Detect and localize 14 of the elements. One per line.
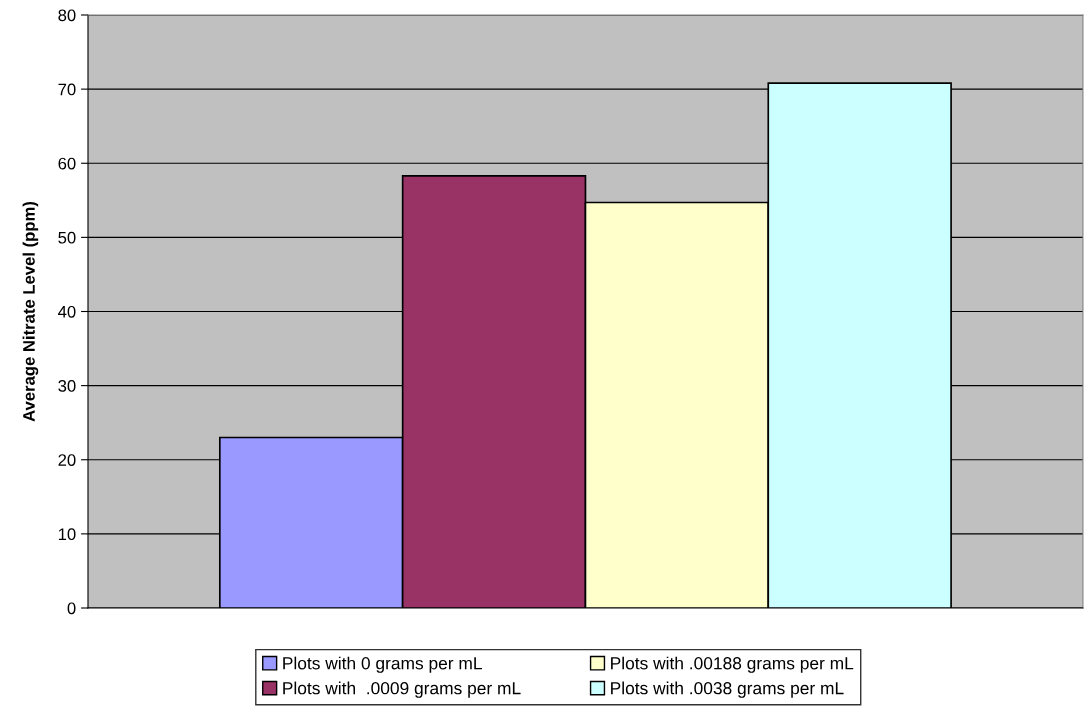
- y-tick-label: 30: [58, 380, 76, 392]
- y-axis-title: Average Nitrate Level (ppm): [22, 201, 39, 422]
- y-tick-label: 70: [58, 83, 76, 96]
- legend-label: Plots with .0038 grams per mL: [611, 681, 844, 698]
- y-tick-label: 80: [58, 9, 76, 22]
- y-tick-label: 50: [58, 231, 76, 244]
- y-tick-label: 40: [58, 305, 76, 318]
- legend-label: Plots with 0 grams per mL: [283, 656, 482, 673]
- y-tick-label: 60: [58, 157, 76, 170]
- y-tick-label: 0: [67, 602, 76, 615]
- legend-label: Plots with .00188 grams per mL: [611, 656, 854, 673]
- y-tick-label: 10: [58, 528, 76, 541]
- y-tick-label: 20: [58, 454, 76, 466]
- legend-label: Plots with .0009 grams per mL: [283, 681, 521, 698]
